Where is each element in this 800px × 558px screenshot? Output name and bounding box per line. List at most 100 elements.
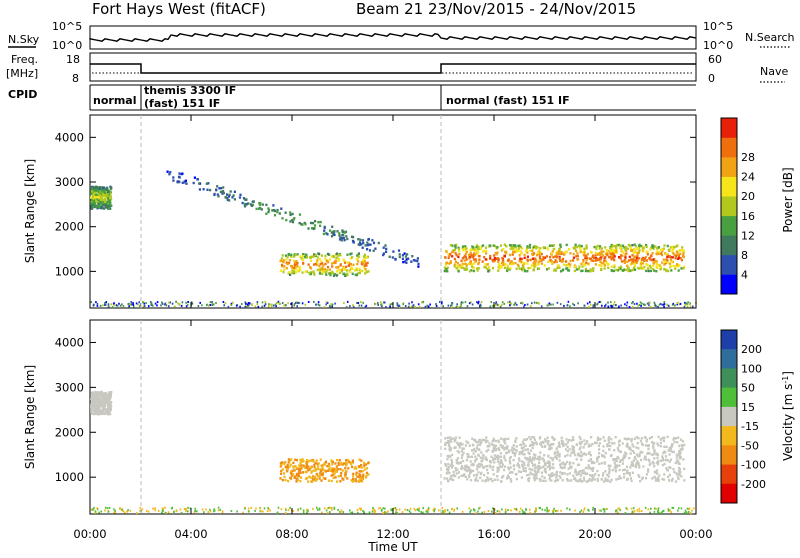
power-cell (168, 301, 170, 304)
velocity-cell (631, 471, 634, 474)
power-cell (674, 304, 676, 307)
power-cell (279, 259, 282, 262)
power-cell (582, 254, 585, 257)
power-cell (340, 237, 343, 240)
power-cell (607, 305, 610, 308)
power-cell (337, 254, 340, 257)
power-cell (499, 305, 502, 308)
velocity-cell (566, 445, 569, 449)
power-cell (585, 259, 588, 262)
velocity-cell (96, 507, 98, 510)
power-cell (583, 247, 586, 250)
velocity-cell (561, 479, 564, 482)
velocity-cell (515, 437, 518, 440)
velocity-cell (167, 511, 170, 514)
power-cell (305, 256, 308, 259)
colorbar-tick-label: 24 (741, 171, 755, 184)
velocity-cell (308, 475, 311, 478)
velocity-cell (107, 510, 110, 513)
velocity-cell (461, 454, 464, 457)
power-cell (635, 259, 638, 263)
power-cell (344, 268, 347, 271)
velocity-cell (101, 404, 104, 408)
velocity-cell (668, 460, 671, 463)
power-cell (642, 248, 645, 251)
power-cell (636, 253, 639, 256)
power-cell (612, 269, 616, 273)
power-cell (509, 244, 512, 247)
power-cell (99, 198, 103, 201)
velocity-cell (109, 393, 112, 397)
velocity-cell (373, 508, 376, 511)
velocity-cell (568, 472, 571, 475)
power-cell (132, 304, 135, 306)
power-cell (642, 250, 645, 253)
power-cell (548, 302, 551, 305)
power-cell (301, 223, 304, 226)
velocity-cell (290, 470, 293, 473)
power-cell (613, 303, 615, 306)
velocity-cell (315, 478, 318, 481)
power-cell (631, 261, 634, 265)
power-cell (460, 304, 463, 307)
power-cell (465, 247, 468, 250)
velocity-cell (498, 448, 501, 452)
power-cell (335, 259, 338, 262)
power-cell (583, 249, 586, 252)
power-cell (368, 249, 372, 252)
power-cell (293, 253, 296, 256)
colorbar-tick-label: 200 (741, 343, 762, 356)
y-tick-label: 2000 (55, 425, 84, 439)
velocity-cell (630, 507, 633, 510)
power-cell (659, 265, 662, 268)
power-cell (608, 251, 611, 255)
velocity-cell (477, 471, 480, 474)
velocity-cell (677, 436, 680, 439)
velocity-cell (351, 461, 354, 464)
power-cell (526, 255, 529, 258)
velocity-cell (305, 465, 308, 469)
power-cell (222, 186, 225, 189)
velocity-cell (302, 471, 305, 474)
velocity-cell (481, 457, 485, 460)
power-cell (558, 266, 561, 269)
power-cell (664, 252, 667, 255)
power-cell (451, 244, 454, 247)
velocity-cell (533, 476, 536, 479)
velocity-cell (539, 466, 542, 469)
velocity-cell (675, 456, 678, 459)
power-cell (628, 306, 631, 308)
power-cell (586, 269, 589, 273)
velocity-cell (122, 510, 124, 513)
power-cell (439, 300, 441, 303)
power-cell (110, 187, 113, 191)
velocity-cell (301, 458, 304, 461)
power-cell (294, 271, 298, 274)
power-cell (563, 253, 566, 256)
power-cell (185, 305, 188, 308)
velocity-cell (285, 468, 288, 471)
velocity-cell (587, 464, 590, 467)
power-cell (477, 262, 480, 266)
velocity-cell (139, 506, 142, 509)
colorbar-tick-label: 4 (741, 268, 748, 281)
velocity-cell (589, 467, 593, 470)
velocity-cell (547, 440, 550, 443)
power-cell (101, 206, 104, 209)
velocity-cell (180, 511, 183, 514)
velocity-cell (254, 509, 256, 512)
power-cell (532, 268, 535, 271)
power-cell (517, 244, 520, 248)
power-cell (473, 248, 476, 251)
velocity-cell (591, 469, 594, 472)
power-cell (293, 304, 295, 307)
velocity-cell (213, 509, 216, 512)
power-cell (495, 301, 498, 304)
power-cell (618, 305, 620, 308)
power-cell (441, 301, 443, 303)
power-cell (287, 261, 291, 265)
power-cell (620, 304, 622, 307)
velocity-cell (582, 511, 585, 513)
power-cell (614, 304, 617, 307)
